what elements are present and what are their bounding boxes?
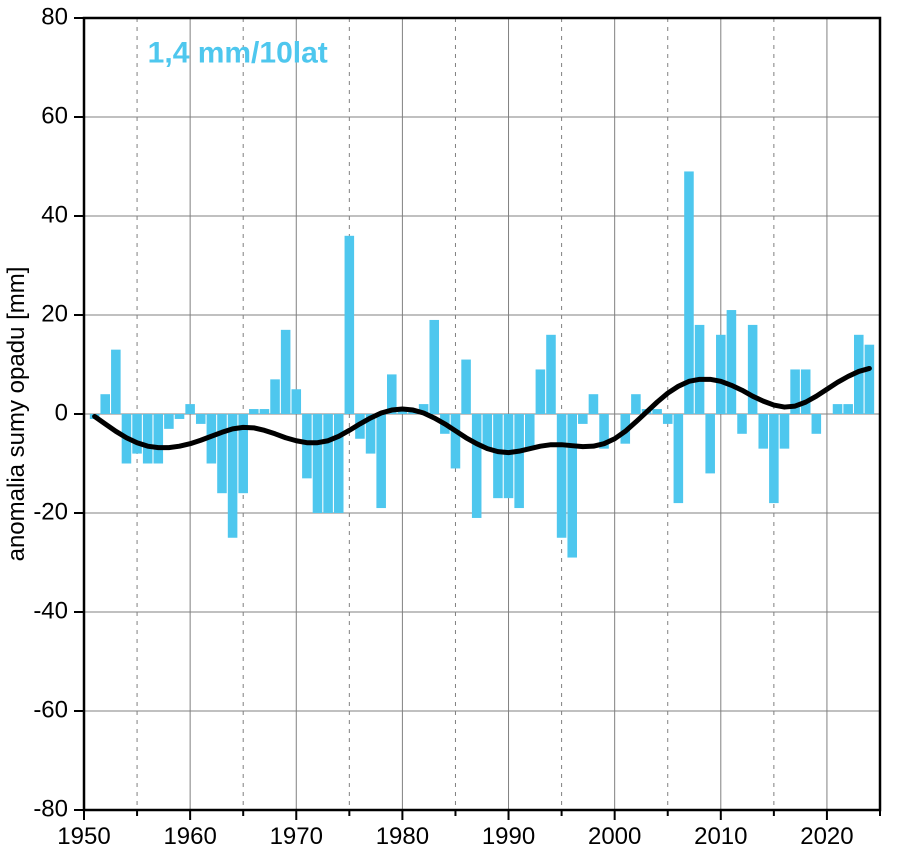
bar bbox=[758, 414, 768, 449]
bar bbox=[260, 409, 270, 414]
bar bbox=[472, 414, 482, 518]
bar bbox=[631, 394, 641, 414]
bar bbox=[196, 414, 206, 424]
bar bbox=[132, 414, 142, 454]
bar bbox=[536, 369, 546, 414]
bar bbox=[111, 350, 121, 414]
bar bbox=[578, 414, 588, 424]
bar bbox=[143, 414, 153, 464]
bar bbox=[843, 404, 853, 414]
y-tick-label: 60 bbox=[41, 102, 68, 129]
bar bbox=[812, 414, 822, 434]
bar bbox=[345, 236, 355, 414]
bar bbox=[451, 414, 461, 468]
y-tick-label: -60 bbox=[33, 696, 68, 723]
bar bbox=[674, 414, 684, 503]
bar bbox=[175, 414, 185, 419]
bar bbox=[164, 414, 174, 429]
bar bbox=[716, 335, 726, 414]
bar bbox=[483, 414, 493, 449]
bar bbox=[567, 414, 577, 558]
bar bbox=[557, 414, 567, 538]
bar bbox=[546, 335, 556, 414]
bar bbox=[801, 369, 811, 414]
bar bbox=[504, 414, 514, 498]
bar bbox=[461, 360, 471, 414]
bar bbox=[589, 394, 599, 414]
y-axis-label: anomalia sumy opadu [mm] bbox=[3, 267, 30, 562]
bar bbox=[291, 389, 301, 414]
y-tick-label: -40 bbox=[33, 597, 68, 624]
bar bbox=[323, 414, 333, 513]
bar bbox=[100, 394, 110, 414]
bar bbox=[769, 414, 779, 503]
bar bbox=[695, 325, 705, 414]
chart-container: -80 -60 -40 -20 0 20 40 60 80 1950 1960 1970 1980 199… bbox=[0, 0, 900, 848]
bar bbox=[833, 404, 843, 414]
bar bbox=[185, 404, 195, 414]
bar bbox=[270, 379, 280, 414]
bar bbox=[705, 414, 715, 473]
bar bbox=[154, 414, 164, 464]
trend-annotation: 1,4 mm/10lat bbox=[148, 37, 328, 70]
x-tick-label: 2020 bbox=[800, 823, 853, 848]
bar bbox=[281, 330, 291, 414]
y-tick-label: -20 bbox=[33, 498, 68, 525]
bar bbox=[525, 414, 535, 449]
bar bbox=[249, 409, 259, 414]
x-tick-label: 1990 bbox=[482, 823, 535, 848]
bar bbox=[313, 414, 323, 513]
bar bbox=[514, 414, 524, 508]
bar bbox=[727, 310, 737, 414]
y-tick-label: -80 bbox=[33, 795, 68, 822]
bar bbox=[334, 414, 344, 513]
y-tick-label: 0 bbox=[55, 399, 68, 426]
x-tick-label: 2010 bbox=[694, 823, 747, 848]
bar bbox=[748, 325, 758, 414]
x-tick-label: 1970 bbox=[270, 823, 323, 848]
x-tick-label: 1980 bbox=[376, 823, 429, 848]
bar bbox=[652, 409, 662, 414]
y-tick-label: 80 bbox=[41, 3, 68, 30]
bar bbox=[429, 320, 439, 414]
bar bbox=[217, 414, 227, 493]
x-tick-label: 2000 bbox=[588, 823, 641, 848]
bar bbox=[663, 414, 673, 424]
bar bbox=[376, 414, 386, 508]
bar bbox=[493, 414, 503, 498]
precipitation-anomaly-chart: -80 -60 -40 -20 0 20 40 60 80 1950 1960 1970 1980 199… bbox=[0, 0, 900, 848]
bar bbox=[684, 171, 694, 414]
bar bbox=[865, 345, 875, 414]
y-tick-label: 20 bbox=[41, 300, 68, 327]
x-tick-label: 1960 bbox=[163, 823, 216, 848]
y-tick-label: 40 bbox=[41, 201, 68, 228]
bar bbox=[780, 414, 790, 449]
bar bbox=[302, 414, 312, 478]
x-tick-label: 1950 bbox=[57, 823, 110, 848]
bar bbox=[737, 414, 747, 434]
